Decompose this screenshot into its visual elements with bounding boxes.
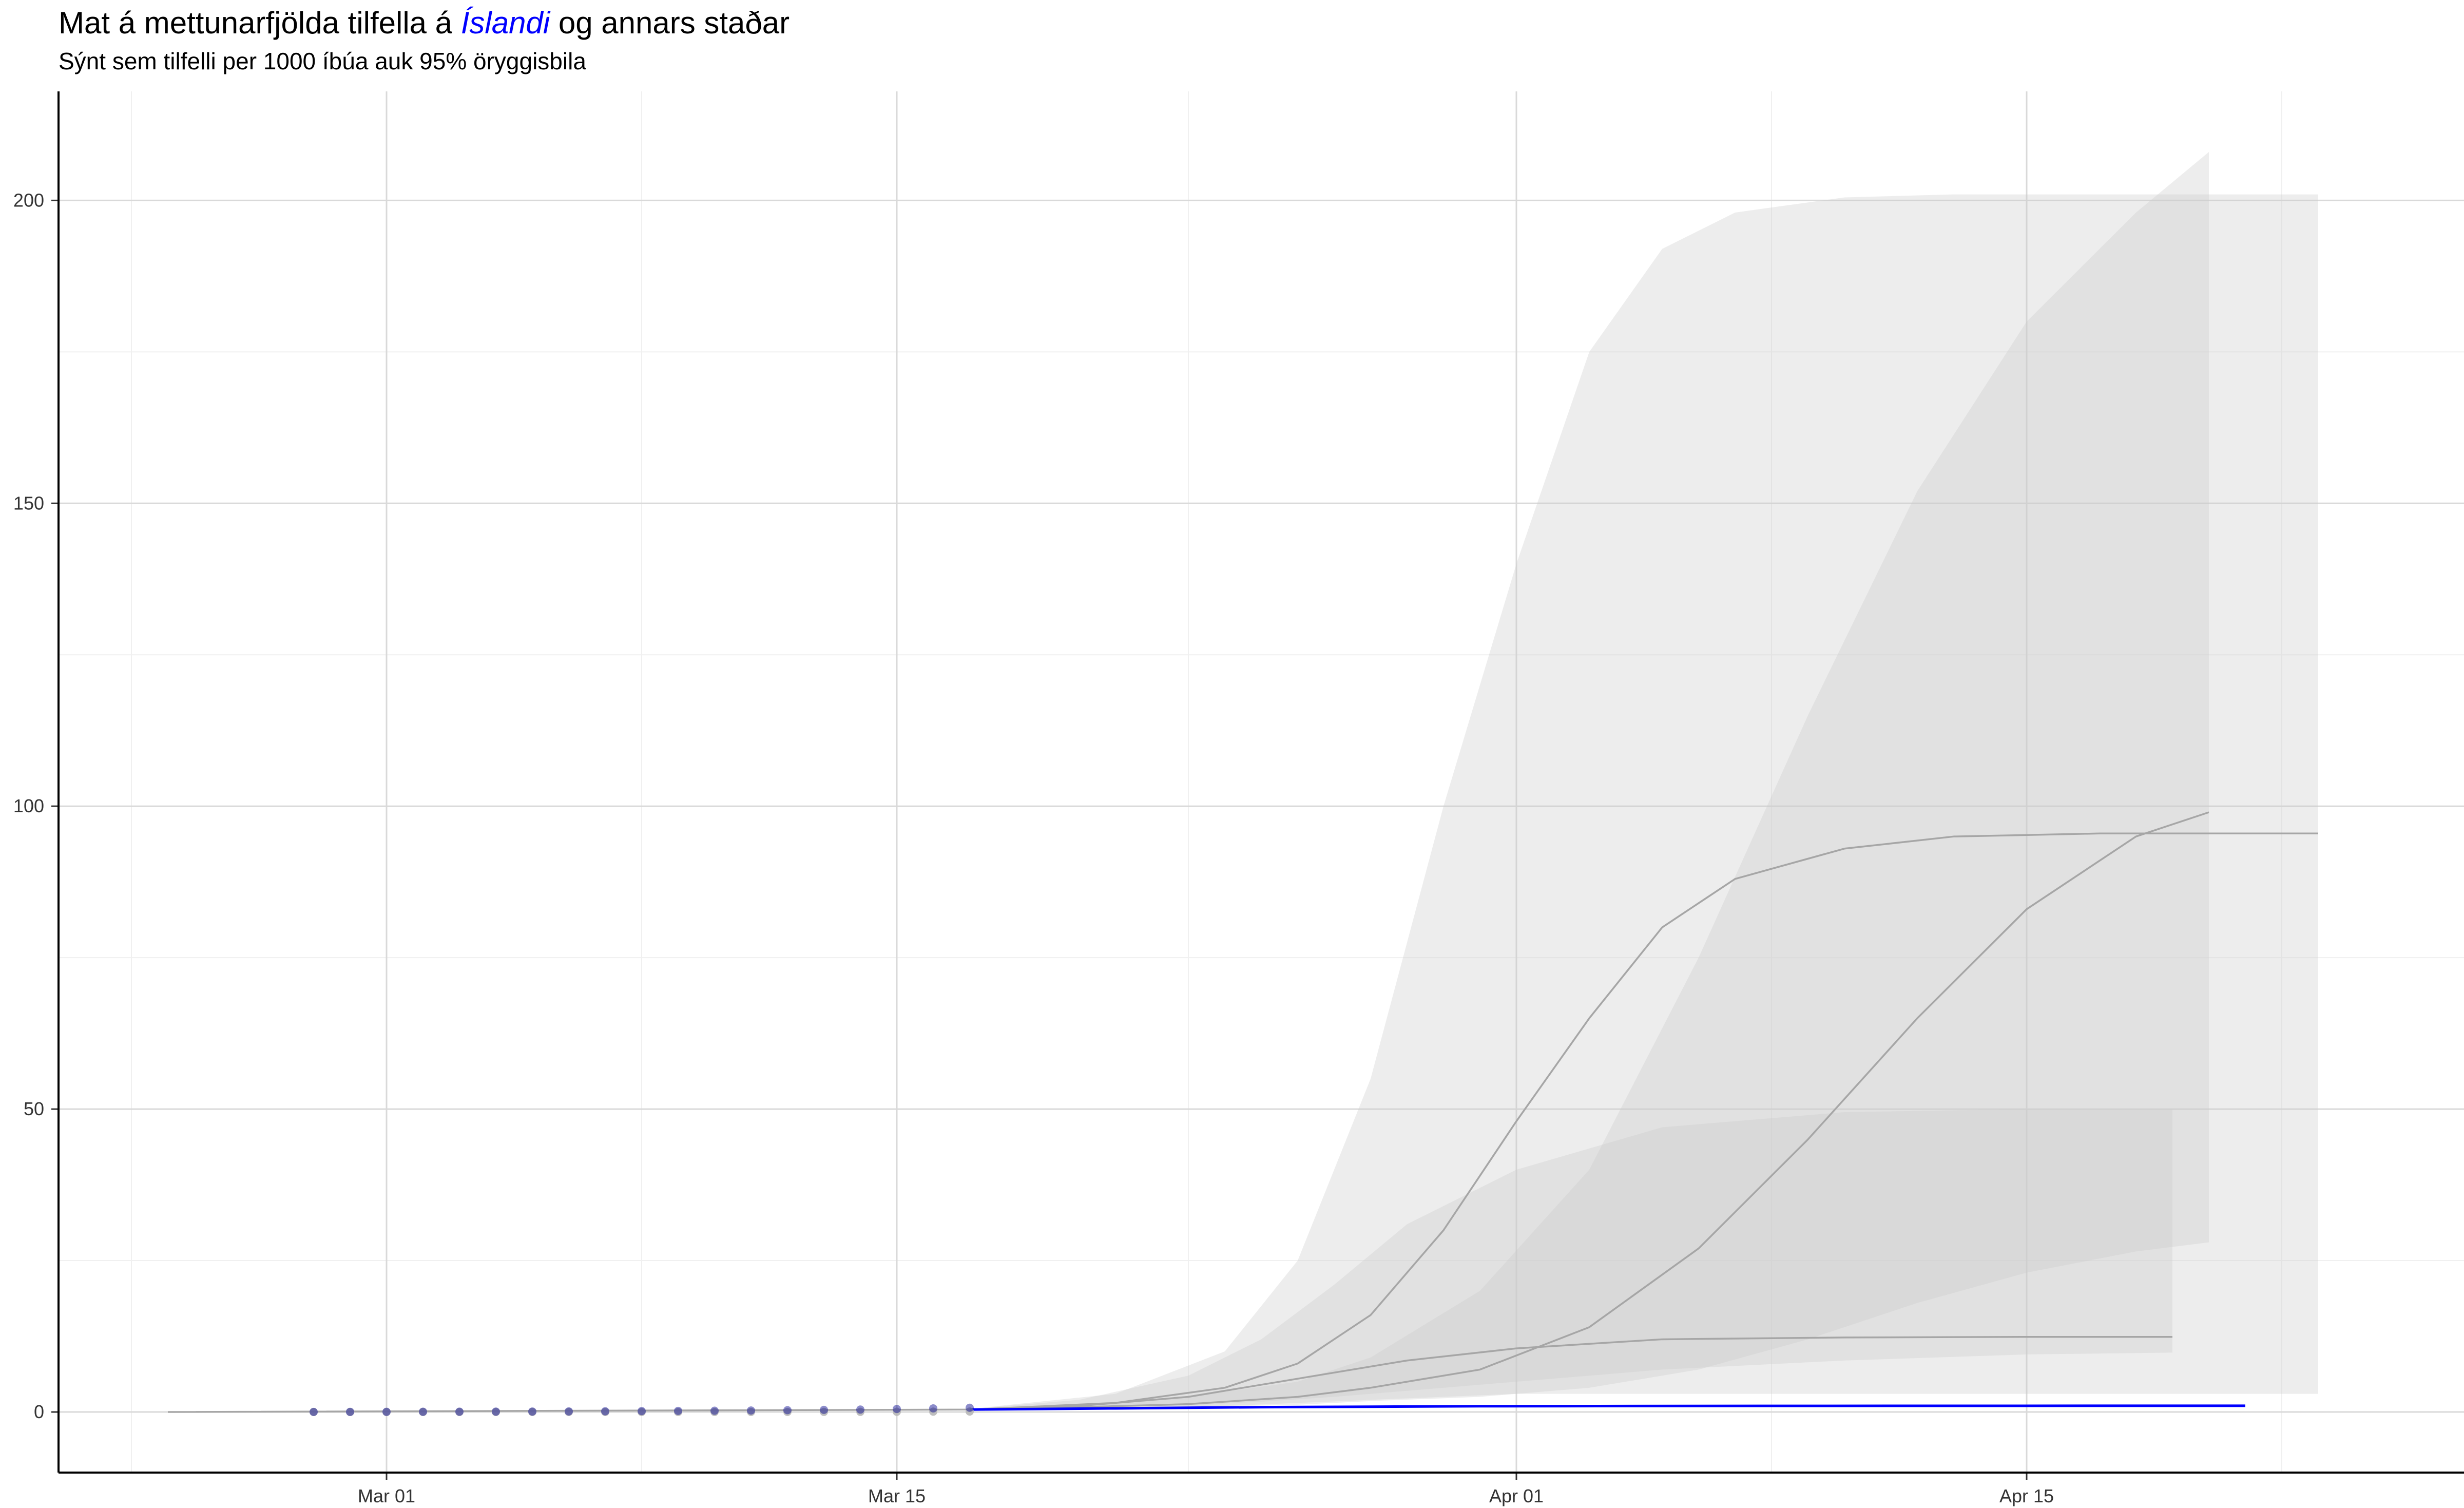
y-tick-label: 200 bbox=[13, 189, 44, 211]
observed-point-other bbox=[528, 1408, 536, 1417]
observed-point-other bbox=[565, 1408, 573, 1417]
x-tick-label: Apr 01 bbox=[1489, 1485, 1544, 1506]
chart-title-prefix: Mat á mettunarfjölda tilfella á bbox=[59, 6, 461, 40]
minor-gridlines bbox=[59, 91, 2464, 1473]
observed-point-highlight bbox=[966, 1403, 974, 1412]
observed-point-highlight bbox=[929, 1404, 937, 1412]
series-line-2 bbox=[969, 811, 2209, 1411]
confidence-ribbon-3 bbox=[970, 1109, 2172, 1410]
observed-point-other bbox=[310, 1408, 318, 1417]
observed-point-other bbox=[346, 1408, 354, 1417]
axes bbox=[51, 91, 2464, 1480]
observed-point-highlight bbox=[310, 1407, 318, 1416]
observed-point-other bbox=[747, 1407, 755, 1416]
series-line-highlight bbox=[969, 1404, 2246, 1411]
series-line-1 bbox=[167, 832, 2318, 1413]
observed-point-highlight bbox=[492, 1407, 500, 1416]
observed-point-highlight bbox=[528, 1407, 536, 1416]
x-tick-label: Apr 15 bbox=[1999, 1485, 2054, 1506]
major-gridlines bbox=[59, 91, 2464, 1473]
series-lines bbox=[167, 811, 2318, 1413]
x-tick-label: Mar 01 bbox=[358, 1485, 415, 1506]
y-tick-label: 100 bbox=[13, 795, 44, 816]
observed-point-highlight bbox=[710, 1406, 719, 1415]
observed-point-other bbox=[966, 1407, 974, 1416]
observed-point-highlight bbox=[820, 1405, 828, 1414]
observed-point-highlight bbox=[674, 1406, 682, 1415]
chart-subtitle: Sýnt sem tilfelli per 1000 íbúa auk 95% … bbox=[59, 48, 586, 74]
chart-title-highlight: Íslandi bbox=[460, 6, 550, 40]
observed-point-other bbox=[856, 1407, 864, 1416]
chart-title-suffix: og annars staðar bbox=[550, 6, 790, 40]
observed-point-highlight bbox=[419, 1407, 427, 1416]
observed-point-other bbox=[492, 1408, 500, 1417]
observed-point-other bbox=[382, 1408, 391, 1417]
observed-points bbox=[310, 1403, 974, 1417]
confidence-ribbon-2 bbox=[970, 151, 2209, 1410]
observed-point-other bbox=[601, 1408, 609, 1417]
observed-point-other bbox=[929, 1407, 937, 1416]
observed-point-other bbox=[674, 1408, 682, 1417]
confidence-ribbons bbox=[168, 151, 2318, 1412]
observed-point-highlight bbox=[856, 1405, 864, 1414]
observed-point-highlight bbox=[747, 1406, 755, 1415]
observed-point-other bbox=[820, 1407, 828, 1416]
series-line-3 bbox=[969, 1335, 2172, 1411]
y-tick-label: 150 bbox=[13, 492, 44, 513]
observed-point-other bbox=[638, 1408, 646, 1417]
tick-labels: 0 50 100 150 200 Mar 01 Mar 15 Apr 01 Apr 15 bbox=[13, 189, 2054, 1506]
chart-title: Mat á mettunarfjölda tilfella á Íslandi … bbox=[59, 5, 790, 41]
confidence-ribbon-1 bbox=[168, 194, 2318, 1412]
observed-point-other bbox=[419, 1408, 427, 1417]
observed-point-highlight bbox=[346, 1407, 354, 1416]
observed-point-other bbox=[893, 1407, 901, 1416]
x-tick-label: Mar 15 bbox=[868, 1485, 926, 1506]
observed-point-highlight bbox=[382, 1407, 391, 1416]
observed-point-highlight bbox=[455, 1407, 464, 1416]
observed-point-highlight bbox=[893, 1405, 901, 1414]
observed-point-other bbox=[783, 1407, 792, 1416]
observed-point-other bbox=[710, 1408, 719, 1417]
y-tick-label: 0 bbox=[34, 1401, 44, 1422]
y-tick-label: 50 bbox=[24, 1098, 44, 1119]
observed-point-highlight bbox=[565, 1407, 573, 1416]
observed-point-highlight bbox=[783, 1406, 792, 1415]
observed-point-highlight bbox=[638, 1407, 646, 1416]
observed-point-highlight bbox=[601, 1407, 609, 1416]
observed-point-other bbox=[455, 1408, 464, 1417]
